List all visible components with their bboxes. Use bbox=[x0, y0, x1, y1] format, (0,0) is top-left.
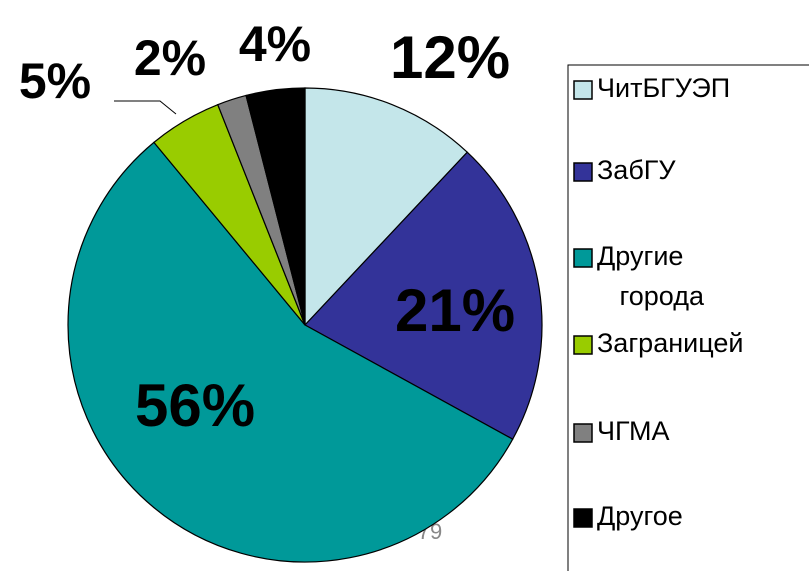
legend-label: Другие города bbox=[597, 241, 705, 311]
legend-swatch bbox=[573, 335, 593, 355]
pie-slice bbox=[245, 87, 306, 326]
legend-label: Другое bbox=[597, 501, 683, 531]
value-label: 12% bbox=[390, 24, 510, 91]
legend-label: ЗабГУ bbox=[597, 155, 676, 185]
value-label: 21% bbox=[395, 277, 515, 344]
value-label: 5% bbox=[19, 53, 91, 109]
legend-swatch bbox=[573, 162, 593, 182]
value-label: 2% bbox=[134, 30, 206, 86]
legend-swatch bbox=[573, 508, 593, 528]
pie-slice bbox=[304, 151, 543, 440]
value-label: 56% bbox=[135, 372, 255, 439]
legend-box bbox=[567, 64, 809, 571]
legend-label: ЧГМА bbox=[597, 416, 670, 446]
legend-swatch bbox=[573, 248, 593, 268]
pie-slice bbox=[304, 87, 469, 327]
legend-swatch bbox=[573, 80, 593, 100]
legend-label: Заграницей bbox=[597, 328, 743, 358]
legend-swatch bbox=[573, 423, 593, 443]
pie-slice bbox=[67, 141, 514, 563]
legend-label: ЧитБГУЭП bbox=[597, 73, 730, 103]
value-label: 4% bbox=[239, 16, 311, 72]
leader-line bbox=[114, 100, 177, 115]
